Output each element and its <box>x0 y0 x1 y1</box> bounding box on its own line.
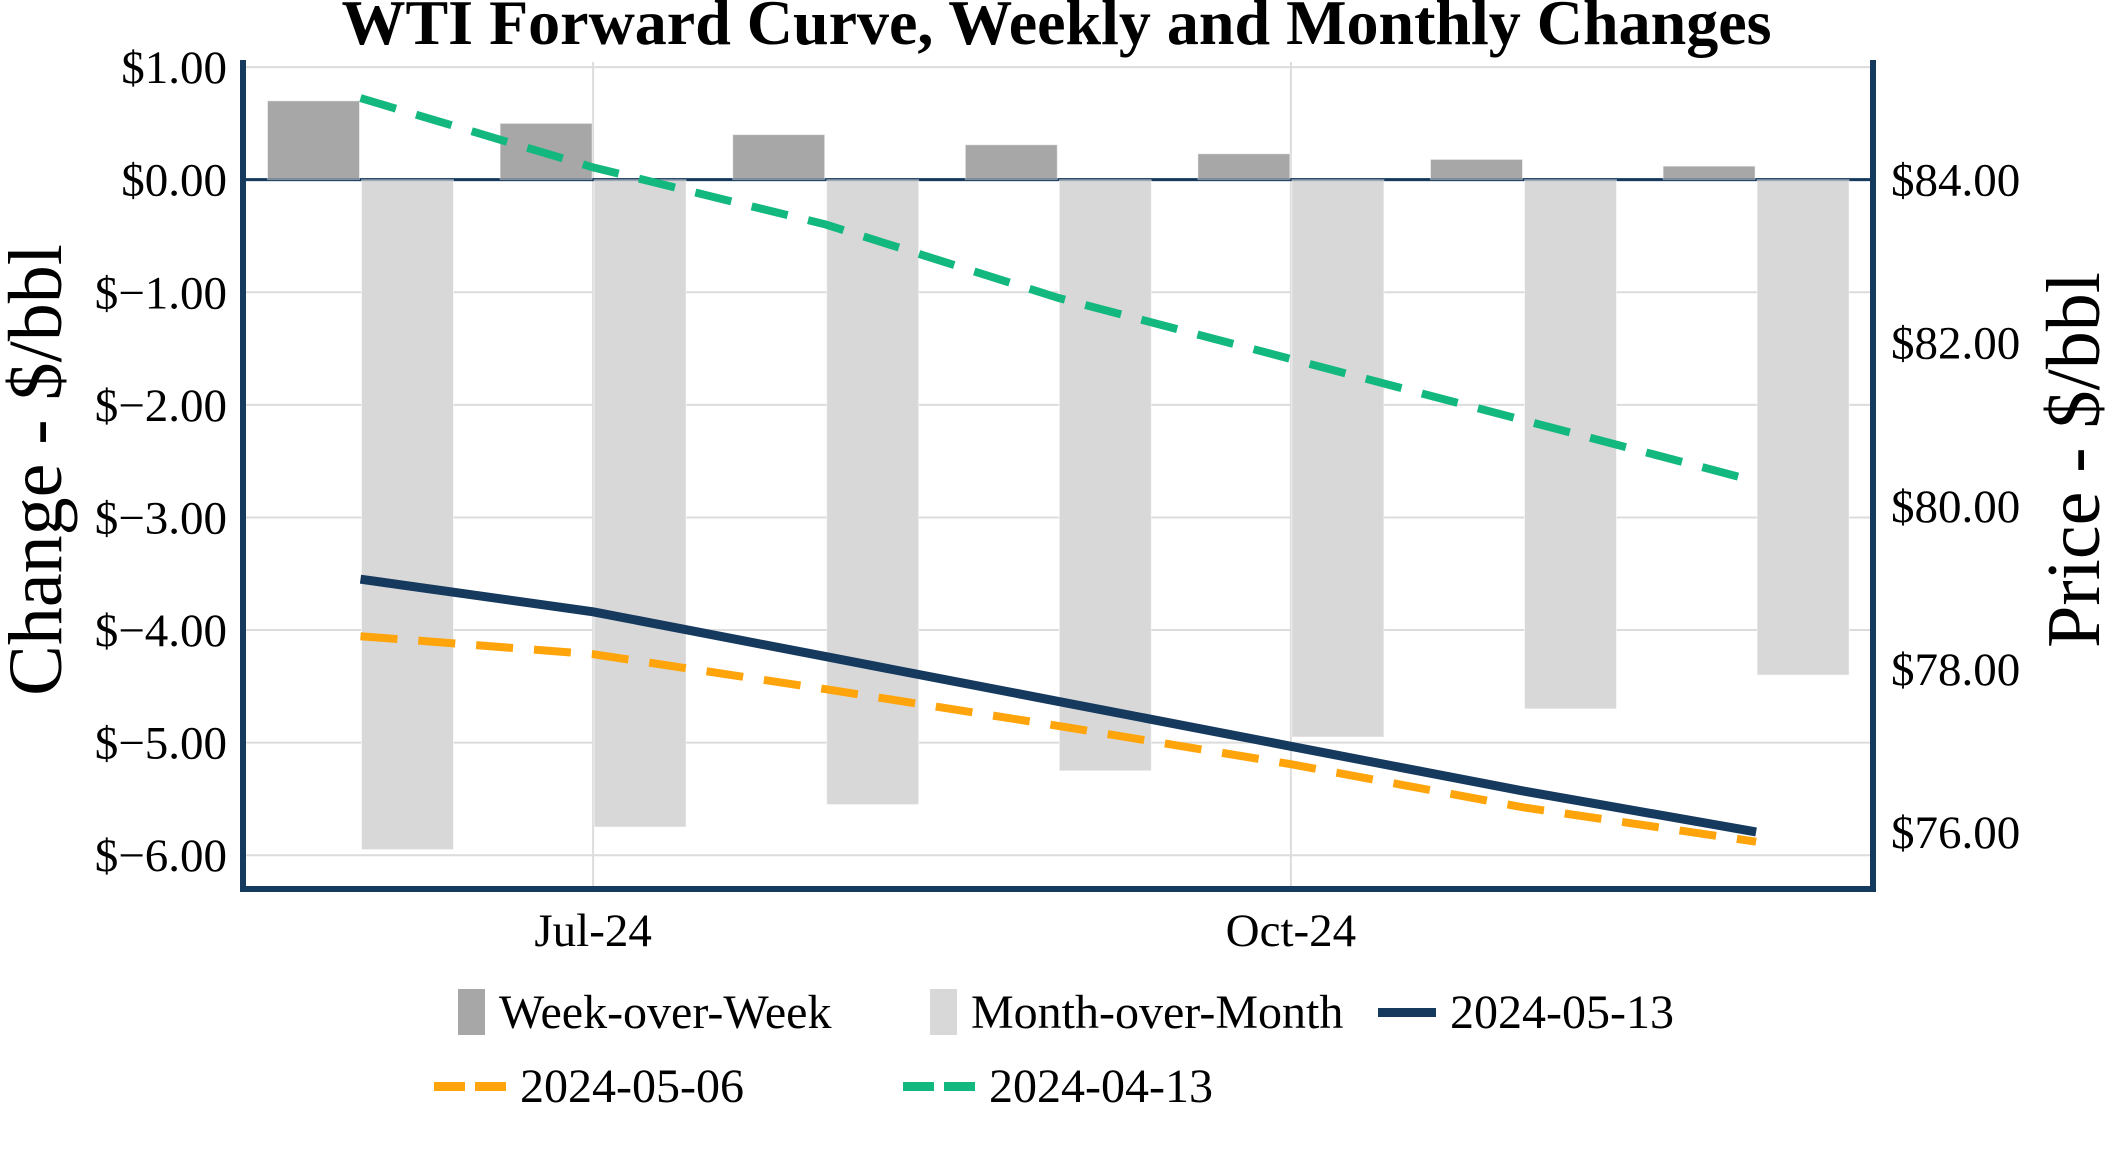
bar-week-over-week <box>1662 165 1756 181</box>
legend-item-2024-04-13: 2024-04-13 <box>903 1059 1213 1113</box>
right-axis-tick-label: $80.00 <box>1891 481 2020 533</box>
solid-line-swatch-icon <box>1378 1007 1436 1017</box>
left-axis-tick-label: $−5.00 <box>95 718 227 770</box>
series-line-2024-05-06 <box>360 632 1757 846</box>
month-over-month-swatch-icon <box>930 989 957 1035</box>
bar-month-over-month <box>1756 179 1850 676</box>
bar-month-over-month <box>361 179 454 851</box>
legend-label: 2024-05-06 <box>520 1059 744 1113</box>
bar-week-over-week <box>1197 153 1291 181</box>
left-axis-tick-label: $0.00 <box>121 155 227 207</box>
green-dash-swatch-icon <box>903 1081 975 1091</box>
bar-month-over-month <box>1291 179 1385 738</box>
right-axis-tick-label: $82.00 <box>1891 318 2020 370</box>
left-axis-tick-label: $−1.00 <box>95 267 227 319</box>
bar-month-over-month <box>1058 179 1152 772</box>
week-over-week-swatch-icon <box>458 989 485 1035</box>
series-line-2024-05-13 <box>359 574 1757 837</box>
legend-label: 2024-05-13 <box>1450 985 1674 1039</box>
chart-title: WTI Forward Curve, Weekly and Monthly Ch… <box>341 0 1772 58</box>
bar-week-over-week <box>1430 158 1523 181</box>
x-axis-tick-label: Jul-24 <box>534 905 652 957</box>
bar-week-over-week <box>964 144 1058 181</box>
left-axis-tick-label: $−6.00 <box>95 830 227 882</box>
left-axis-tick-label: $−3.00 <box>95 492 227 544</box>
right-axis-tick-label: $78.00 <box>1891 644 2020 696</box>
bar-week-over-week <box>267 100 360 181</box>
x-axis-tick-label: Oct-24 <box>1226 905 1357 957</box>
legend-item-month-over-month: Month-over-Month <box>930 985 1344 1039</box>
bar-month-over-month <box>826 179 920 806</box>
right-axis-tick-label: $84.00 <box>1891 155 2020 207</box>
series-line-2024-04-13 <box>359 94 1758 486</box>
legend-item-2024-05-06: 2024-05-06 <box>434 1059 744 1113</box>
left-axis-tick-label: $1.00 <box>121 42 227 94</box>
legend-item-2024-05-13: 2024-05-13 <box>1378 985 1674 1039</box>
legend-label: Month-over-Month <box>971 985 1344 1039</box>
legend-item-week-over-week: Week-over-Week <box>458 985 832 1039</box>
legend-label: Week-over-Week <box>499 985 832 1039</box>
bar-month-over-month <box>593 179 687 828</box>
bar-week-over-week <box>732 134 826 181</box>
left-axis-tick-label: $−2.00 <box>95 380 227 432</box>
right-axis-tick-label: $76.00 <box>1891 807 2020 859</box>
left-axis-tick-label: $−4.00 <box>95 605 227 657</box>
legend-label: 2024-04-13 <box>989 1059 1213 1113</box>
orange-dash-swatch-icon <box>434 1081 506 1091</box>
